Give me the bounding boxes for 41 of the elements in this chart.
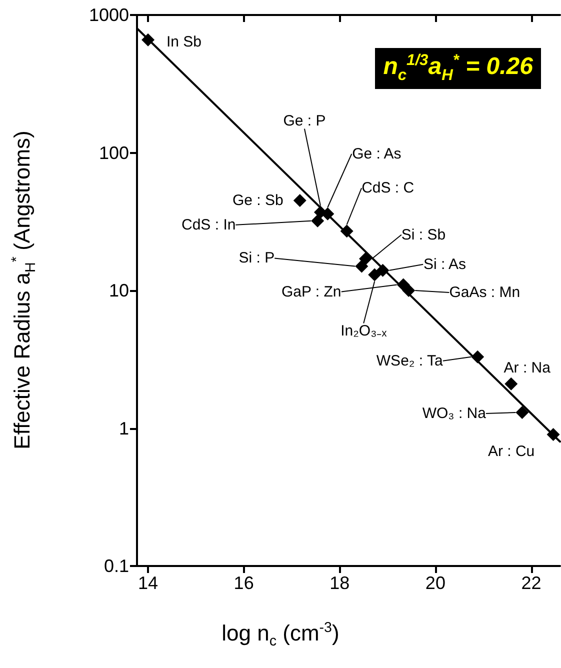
point [376,264,390,277]
point [516,406,529,420]
point [504,377,518,390]
point [546,428,560,442]
point [321,207,334,220]
y-tick-label: 1 [118,418,129,438]
point [340,224,354,238]
x-tick-label: 18 [330,573,350,593]
annotation: In₂O₃₋ₓ [340,322,387,340]
annotation: Ar : Cu [488,443,535,460]
y-tick-label: 1000 [88,5,129,25]
y-tick-label: 10 [108,280,129,300]
point [311,214,324,228]
annotation: WO₃ : Na [422,405,487,422]
annotation: WSe₂ : Ta [376,352,444,370]
x-tick-label: 22 [521,573,542,593]
annotation: In Sb [166,33,202,50]
point [402,284,416,297]
point [368,268,382,282]
point [471,350,484,364]
annotation: Si : Sb [401,226,446,244]
x-tick-label: 14 [138,573,158,593]
annotation: Ge : Sb [232,192,284,210]
annotation: CdS : In [182,216,236,234]
point [355,260,368,273]
x-tick-label: 20 [425,573,446,593]
y-tick-label: 100 [98,142,129,163]
y-tick-label: 0.1 [104,556,129,576]
annotation: Si : P [238,250,275,267]
annotation: GaP : Zn [281,283,342,300]
annotation: Si : As [423,256,466,273]
x-tick-label: 16 [234,573,254,593]
annotation: n$_{c}$$^{1/3}$a$_{H}$$^{*}$ = 0.26 [375,48,541,89]
x-axis-title: log n$_{c}$ (cm$^{-3}$) [220,620,340,650]
point [293,194,306,208]
annotation: Ge : P [283,112,326,130]
annotation: CdS : C [362,180,414,197]
point [142,33,155,46]
annotation: Ge : As [352,145,402,162]
annotation: Ar : Na [504,359,552,376]
annotation: GaAs : Mn [449,284,520,301]
